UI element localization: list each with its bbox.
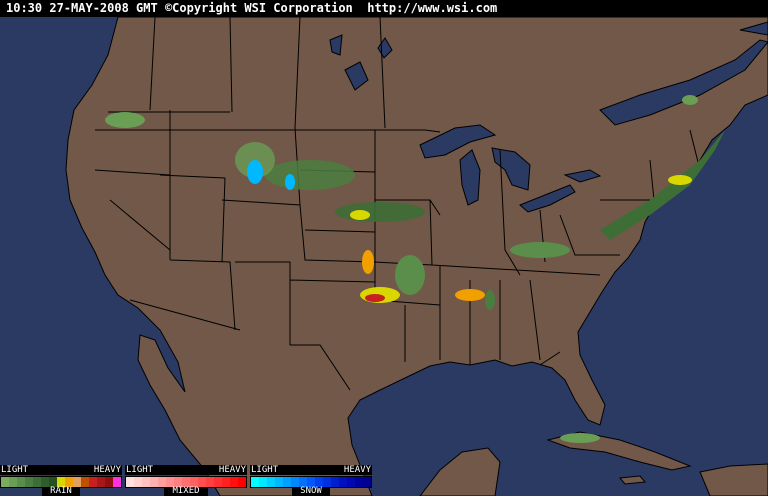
legend-rain-heavy: HEAVY [93,465,121,475]
legend-swatch [251,477,259,487]
legend-swatch [198,477,206,487]
legend-swatch [126,477,134,487]
land-yucatan [419,447,501,496]
legend-swatch [238,477,246,487]
legend-swatch [355,477,363,487]
legend-swatch [323,477,331,487]
legend-snow-heavy: HEAVY [343,465,371,475]
legend-swatch [206,477,214,487]
legend-swatch [113,477,121,487]
legend-swatch [347,477,355,487]
legend-swatch [259,477,267,487]
legend-swatch [275,477,283,487]
legend-swatch [81,477,89,487]
land-north-america [65,17,768,496]
land-hispaniola [699,463,768,496]
legend-swatch [9,477,17,487]
legend-swatch [315,477,323,487]
legend-swatch [73,477,81,487]
radar-echoes [105,95,725,443]
legend-rain-light: LIGHT [1,465,29,475]
legend-swatch [97,477,105,487]
legend-mixed-light: LIGHT [126,465,154,475]
legend-swatch [182,477,190,487]
legend-swatch [41,477,49,487]
legend-swatch [166,477,174,487]
legend-swatch [299,477,307,487]
land-jamaica [619,475,646,485]
legend-swatch [291,477,299,487]
legend-swatch [174,477,182,487]
legend-snow-light: LIGHT [251,465,279,475]
timestamp-copyright-bar: 10:30 27-MAY-2008 GMT ©Copyright WSI Cor… [0,0,768,17]
legend-snow-label: SNOW [292,487,330,496]
legend-swatch [17,477,25,487]
legend-snow: LIGHT HEAVY SNOW [250,465,372,496]
legend-rain: LIGHT HEAVY RAIN [0,465,122,496]
legend-swatch [363,477,371,487]
legend-swatch [1,477,9,487]
legend-swatch [25,477,33,487]
legend-mixed-heavy: HEAVY [218,465,246,475]
legend-swatch [150,477,158,487]
legend-swatch [89,477,97,487]
legend-swatch [190,477,198,487]
radar-map [0,17,768,496]
legend-swatch [57,477,65,487]
legend-swatch [230,477,238,487]
legend-swatch [222,477,230,487]
legend-rain-label: RAIN [42,487,80,496]
legend-swatch [142,477,150,487]
political-borders [94,17,701,391]
great-lakes [329,21,768,213]
legend-swatch [267,477,275,487]
legend-swatch [339,477,347,487]
legend-swatch [105,477,113,487]
legend-swatch [158,477,166,487]
legend-swatch [307,477,315,487]
legend-swatch [134,477,142,487]
legend-mixed-label: MIXED [164,487,208,496]
legend-swatch [49,477,57,487]
legend-swatch [331,477,339,487]
legend-swatch [33,477,41,487]
legend-swatch [65,477,73,487]
legend-swatch [214,477,222,487]
legend-mixed: LIGHT HEAVY MIXED [125,465,247,496]
legend-swatch [283,477,291,487]
